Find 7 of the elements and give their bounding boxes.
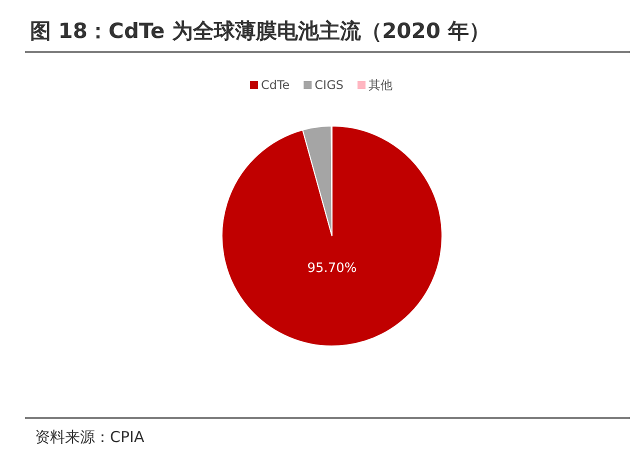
text: 资料来源：CPIA bbox=[35, 428, 145, 446]
pie-slice bbox=[222, 126, 442, 346]
legend-label: 其他 bbox=[368, 78, 393, 92]
data-label: 95.70% bbox=[307, 261, 357, 276]
chart-title: 图 18：CdTe 为全球薄膜电池主流（2020 年） bbox=[30, 19, 490, 43]
legend-label: CIGS bbox=[314, 78, 344, 92]
legend-label: CdTe bbox=[261, 78, 290, 92]
